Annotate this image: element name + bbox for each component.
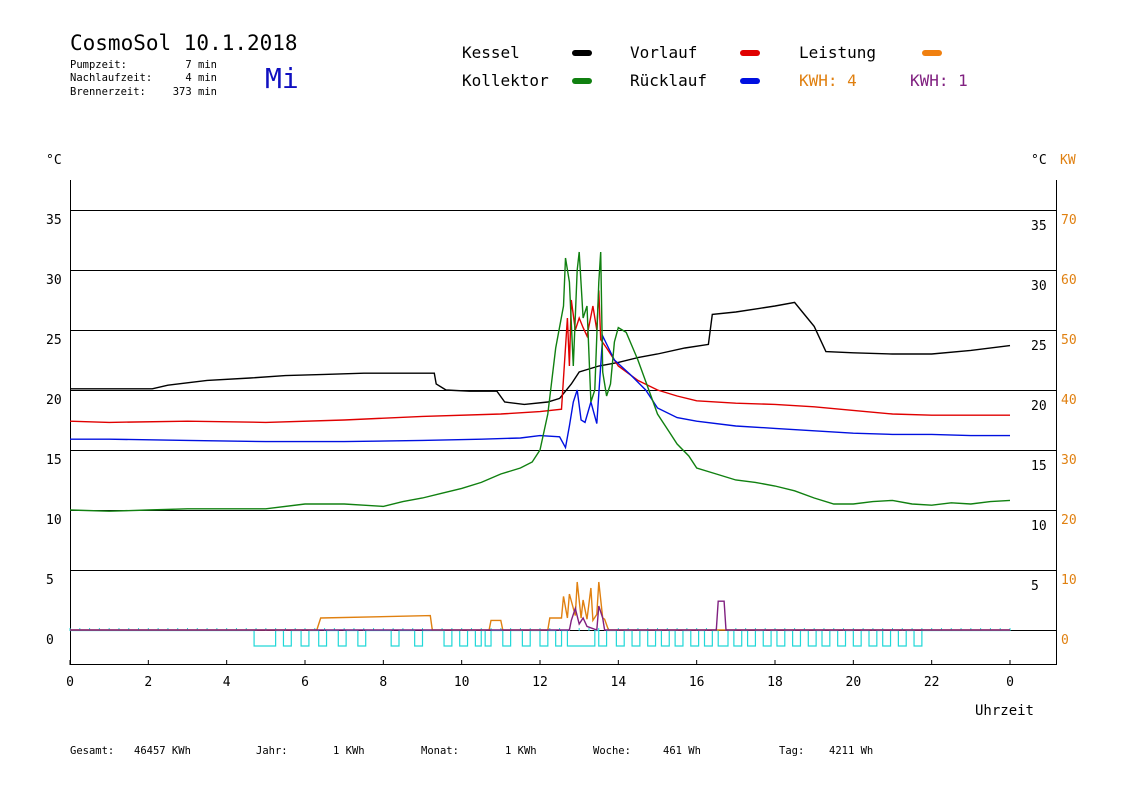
y-axis-unit-kw: KW <box>1060 153 1076 168</box>
stat-label-brennerzeit: Brennerzeit: <box>70 86 146 98</box>
legend-label-ruecklauf: Rücklauf <box>630 71 707 90</box>
footer-label-gesamt: Gesamt: <box>70 745 114 757</box>
x-tick-label: 22 <box>924 675 940 690</box>
stat-value-pumpzeit: 7 min <box>185 59 217 71</box>
weekday-label: Mi <box>265 62 299 95</box>
y-tick-label-left: 15 <box>46 453 62 468</box>
y-tick-label-right: 35 <box>1031 219 1047 234</box>
y-tick-label-right: 10 <box>1031 519 1047 534</box>
y-tick-label-kw: 10 <box>1061 573 1077 588</box>
y-tick-label-left: 25 <box>46 333 62 348</box>
y-tick-label-right: 20 <box>1031 399 1047 414</box>
x-tick-label: 8 <box>379 675 387 690</box>
y-tick-label-left: 10 <box>46 513 62 528</box>
y-tick-label-right: 15 <box>1031 459 1047 474</box>
y-tick-label-right: 30 <box>1031 279 1047 294</box>
y-tick-label-left: 35 <box>46 213 62 228</box>
x-tick-label: 14 <box>611 675 627 690</box>
y-tick-label-kw: 50 <box>1061 333 1077 348</box>
series-line-kollektor <box>69 251 1011 512</box>
y-tick-label-right: 25 <box>1031 339 1047 354</box>
series-line-leistung <box>70 581 1010 631</box>
stat-value-nachlaufzeit: 4 min <box>185 72 217 84</box>
series-lines <box>69 251 1011 631</box>
y-tick-label-kw: 70 <box>1061 213 1077 228</box>
footer-value-jahr: 1 KWh <box>333 745 365 757</box>
footer-value-gesamt: 46457 KWh <box>134 745 191 757</box>
x-tick-label: 20 <box>846 675 862 690</box>
x-tick-label: 0 <box>66 675 74 690</box>
y-axis-unit-right: °C <box>1031 153 1047 168</box>
y-tick-label-kw: 20 <box>1061 513 1077 528</box>
y-tick-label-kw: 30 <box>1061 453 1077 468</box>
legend-label-kollektor: Kollektor <box>462 71 549 90</box>
y-tick-label-right: 5 <box>1031 579 1039 594</box>
x-tick-label: 12 <box>532 675 548 690</box>
footer-label-jahr: Jahr: <box>256 745 288 757</box>
legend-kwh-second: KWH: 1 <box>910 71 968 90</box>
stat-label-nachlaufzeit: Nachlaufzeit: <box>70 72 152 84</box>
stat-label-pumpzeit: Pumpzeit: <box>70 59 127 71</box>
x-tick-label: 6 <box>301 675 309 690</box>
x-tick-labels: 0 2 4 6 8 10 12 14 16 18 20 22 0 <box>66 660 1014 690</box>
x-tick-label: 2 <box>144 675 152 690</box>
footer-totals: Gesamt: 46457 KWh Jahr: 1 KWh Monat: 1 K… <box>70 745 873 757</box>
legend: Kessel Vorlauf Leistung Kollektor Rückla… <box>462 43 968 90</box>
x-tick-label: 16 <box>689 675 705 690</box>
y-tick-label-left: 0 <box>46 633 54 648</box>
x-tick-label: 4 <box>223 675 231 690</box>
footer-label-tag: Tag: <box>779 745 804 757</box>
footer-value-monat: 1 KWh <box>505 745 537 757</box>
chart-title: CosmoSol 10.1.2018 <box>70 31 298 55</box>
grid-lines <box>70 210 1057 631</box>
y-tick-label-left: 20 <box>46 393 62 408</box>
footer-label-woche: Woche: <box>593 745 631 757</box>
y-axis-unit-left: °C <box>46 153 62 168</box>
y-tick-labels: 0 5 10 15 20 25 30 35 5 10 15 20 25 30 35 0 10 20 30 40 50 60… <box>46 213 1077 648</box>
legend-kwh-leistung: KWH: 4 <box>799 71 857 90</box>
x-tick-label: 10 <box>454 675 470 690</box>
legend-label-leistung: Leistung <box>799 43 876 62</box>
x-tick-label: 0 <box>1006 675 1014 690</box>
series-line-vorlauf <box>69 290 1010 424</box>
legend-label-kessel: Kessel <box>462 43 520 62</box>
x-axis-label: Uhrzeit <box>975 703 1034 719</box>
x-tick-label: 18 <box>767 675 783 690</box>
footer-value-tag: 4211 Wh <box>829 745 873 757</box>
stats-block: Pumpzeit: 7 min Nachlaufzeit: 4 min Bren… <box>70 59 217 98</box>
y-tick-label-kw: 40 <box>1061 393 1077 408</box>
pump-interval-line <box>70 629 1010 647</box>
series-line-kessel <box>70 301 1011 406</box>
stat-value-brennerzeit: 373 min <box>173 86 217 98</box>
y-tick-label-kw: 0 <box>1061 633 1069 648</box>
series-line-power-second <box>70 600 1010 631</box>
y-tick-label-kw: 60 <box>1061 273 1077 288</box>
legend-label-vorlauf: Vorlauf <box>630 43 697 62</box>
y-tick-label-left: 5 <box>46 573 54 588</box>
footer-value-woche: 461 Wh <box>663 745 701 757</box>
y-tick-label-left: 30 <box>46 273 62 288</box>
footer-label-monat: Monat: <box>421 745 459 757</box>
